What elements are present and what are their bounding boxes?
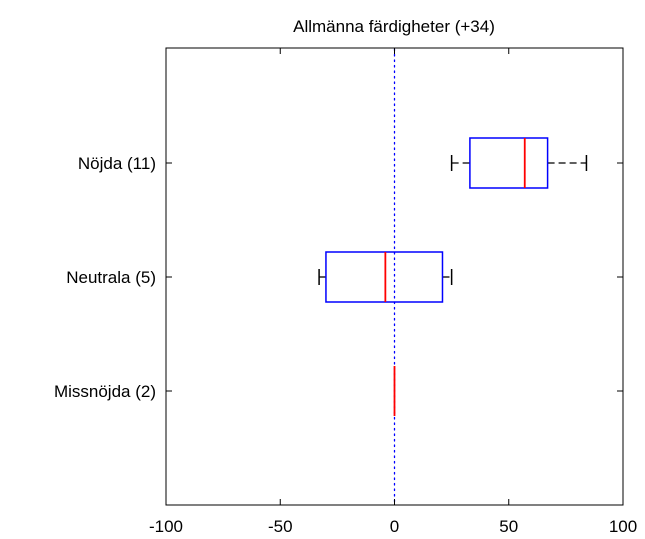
labels-layer: -100 -50 0 50 100 Nöjda (11) Neutrala (5) Missn… (54, 154, 637, 536)
chart-title: Allmänna färdigheter (+34) (293, 17, 495, 36)
y-category-label: Neutrala (5) (66, 268, 156, 287)
x-tick-label: -50 (268, 517, 293, 536)
iqr-box (469, 137, 549, 189)
axis-ticks-layer (165, 48, 624, 505)
boxes-layer (318, 137, 588, 416)
box-0 (450, 137, 588, 189)
x-tick-label: 0 (390, 517, 399, 536)
y-category-label: Nöjda (11) (78, 154, 156, 173)
x-tick-label: 50 (499, 517, 518, 536)
x-tick-label: 100 (609, 517, 637, 536)
iqr-box (325, 251, 444, 303)
box-1 (318, 251, 453, 303)
y-category-label: Missnöjda (2) (54, 382, 156, 401)
x-tick-label: -100 (149, 517, 183, 536)
